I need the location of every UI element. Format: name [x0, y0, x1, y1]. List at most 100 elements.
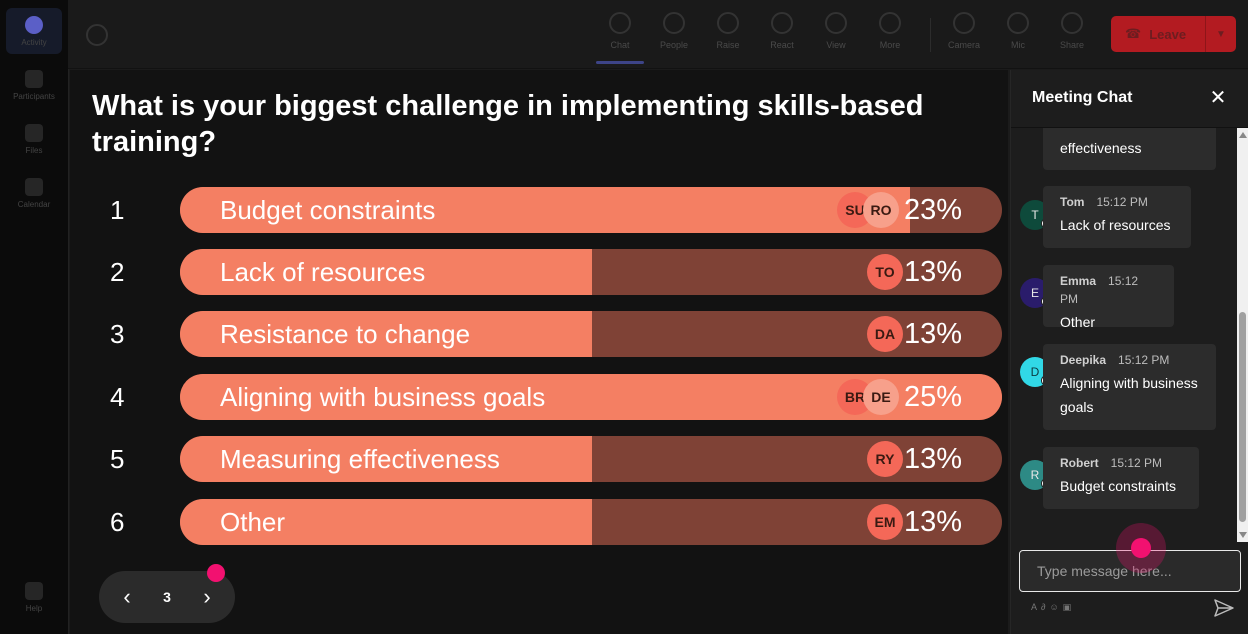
option-percent: 13% — [903, 318, 962, 350]
option-number: 6 — [110, 507, 125, 537]
option-number: 5 — [110, 444, 125, 474]
more-icon — [879, 12, 901, 34]
mic-button[interactable]: Mic — [994, 12, 1042, 58]
activity-icon — [25, 15, 43, 34]
chat-icon — [609, 12, 631, 34]
chat-button[interactable]: Chat — [596, 12, 644, 64]
meeting-chat-panel: Meeting Chat ✕ effectiveness T Tom 15:12 … — [1010, 70, 1248, 634]
chat-title: Meeting Chat — [1032, 89, 1133, 106]
help-icon — [25, 581, 43, 600]
option-bar: Budget constraints SU RO 23% — [180, 187, 1002, 233]
message-text: Aligning with business goals — [1060, 375, 1198, 415]
mic-icon — [1007, 12, 1029, 34]
option-bar: Other EM 13% — [180, 499, 1002, 545]
share-button[interactable]: Share — [1048, 12, 1096, 58]
chat-message-input[interactable] — [1019, 550, 1241, 592]
chat-messages: effectiveness T Tom 15:12 PM Lack of reso… — [1011, 128, 1237, 542]
poll-option: 1 Budget constraints SU RO 23% — [70, 187, 1008, 233]
files-icon — [25, 123, 43, 142]
scroll-down-arrow-icon[interactable] — [1239, 532, 1247, 538]
option-percent: 13% — [903, 506, 962, 538]
attach-icon[interactable]: ∂ — [1041, 602, 1050, 612]
close-icon[interactable]: ✕ — [1209, 87, 1227, 109]
voter-avatar: RY — [867, 441, 903, 477]
voter-avatar: EM — [867, 504, 903, 540]
gif-icon[interactable]: ▣ — [1062, 602, 1076, 612]
message-text: Lack of resources — [1060, 217, 1171, 233]
emoji-icon[interactable]: ☺ — [1049, 602, 1063, 612]
option-percent: 23% — [903, 194, 962, 226]
option-label: Lack of resources — [220, 257, 426, 287]
scroll-thumb[interactable] — [1239, 312, 1246, 522]
camera-button[interactable]: Camera — [940, 12, 988, 58]
voter-avatar: DA — [867, 316, 903, 352]
sender-name: Emma — [1060, 274, 1097, 288]
rail-item-participants[interactable]: Participants — [6, 62, 62, 108]
message-text: effectiveness — [1060, 140, 1142, 156]
view-button[interactable]: View — [812, 12, 860, 58]
poll-option: 4 Aligning with business goals BR DE 25% — [70, 374, 1008, 420]
poll-question: What is your biggest challenge in implem… — [92, 90, 924, 158]
rail-item-activity[interactable]: Activity — [6, 8, 62, 54]
voter-avatar: RO — [863, 192, 899, 228]
option-bar: Aligning with business goals BR DE 25% — [180, 374, 1002, 420]
raise-hand-button[interactable]: Raise — [704, 12, 752, 58]
message-text: Other — [1060, 314, 1096, 330]
option-number: 2 — [110, 257, 125, 287]
option-fill — [180, 311, 592, 357]
grid-icon — [825, 12, 847, 34]
poll-option: 6 Other EM 13% — [70, 499, 1008, 545]
option-fill — [180, 249, 592, 295]
format-icon[interactable]: A — [1031, 602, 1042, 612]
meeting-toolbar: Chat People Raise React View More Camera… — [68, 0, 1248, 69]
toolbar-divider — [930, 18, 931, 52]
chat-message: effectiveness — [1043, 128, 1216, 170]
option-fill — [180, 436, 592, 482]
poll-stage: What is your biggest challenge in implem… — [70, 70, 1008, 634]
chat-scrollbar[interactable] — [1237, 128, 1248, 542]
chat-message: Robert 15:12 PM Budget constraints — [1043, 447, 1199, 509]
chevron-left-icon[interactable]: ‹ — [123, 584, 131, 609]
chat-message: Deepika 15:12 PM Aligning with business g… — [1043, 344, 1216, 430]
rail-item-files[interactable]: Files — [6, 116, 62, 162]
chevron-down-icon[interactable]: ▼ — [1205, 16, 1236, 52]
more-button[interactable]: More — [866, 12, 914, 58]
share-icon — [1061, 12, 1083, 34]
poll-option: 5 Measuring effectiveness RY 13% — [70, 436, 1008, 482]
chevron-right-icon[interactable]: › — [203, 584, 211, 609]
option-label: Resistance to change — [220, 319, 471, 349]
voter-avatar: TO — [867, 254, 903, 290]
rail-item-help[interactable]: Help — [6, 574, 62, 620]
sender-name: Tom — [1060, 195, 1085, 209]
option-bar: Resistance to change DA 13% — [180, 311, 1002, 357]
scroll-up-arrow-icon[interactable] — [1239, 132, 1247, 138]
option-bar: Measuring effectiveness RY 13% — [180, 436, 1002, 482]
option-label: Other — [220, 507, 286, 537]
option-fill — [180, 187, 910, 233]
pointer-dot — [1131, 538, 1151, 558]
message-time: 15:12 PM — [1118, 353, 1170, 367]
compose-tools: A∂☺▣ — [1031, 602, 1075, 613]
chat-message: Emma 15:12 PM Other — [1043, 265, 1174, 330]
leave-button[interactable]: ☎ Leave ▼ — [1111, 16, 1236, 52]
phone-icon: ☎ — [1125, 26, 1142, 41]
message-text: Budget constraints — [1060, 478, 1176, 494]
participants-icon — [25, 69, 43, 88]
send-icon[interactable] — [1213, 598, 1235, 618]
smiley-icon — [771, 12, 793, 34]
option-percent: 25% — [903, 381, 962, 413]
message-time: 15:12 PM — [1096, 195, 1148, 209]
sender-name: Robert — [1060, 456, 1099, 470]
message-time: 15:12 PM — [1060, 274, 1139, 306]
chat-message: Tom 15:12 PM Lack of resources — [1043, 186, 1191, 248]
option-label: Aligning with business goals — [220, 382, 546, 412]
rail-item-calendar[interactable]: Calendar — [6, 170, 62, 216]
react-button[interactable]: React — [758, 12, 806, 58]
message-time: 15:12 PM — [1110, 456, 1163, 470]
people-button[interactable]: People — [650, 12, 698, 58]
shield-icon — [86, 24, 108, 46]
calendar-icon — [25, 177, 43, 196]
option-number: 1 — [110, 195, 125, 225]
poll-option: 2 Lack of resources TO 13% — [70, 249, 1008, 295]
hand-icon — [717, 12, 739, 34]
